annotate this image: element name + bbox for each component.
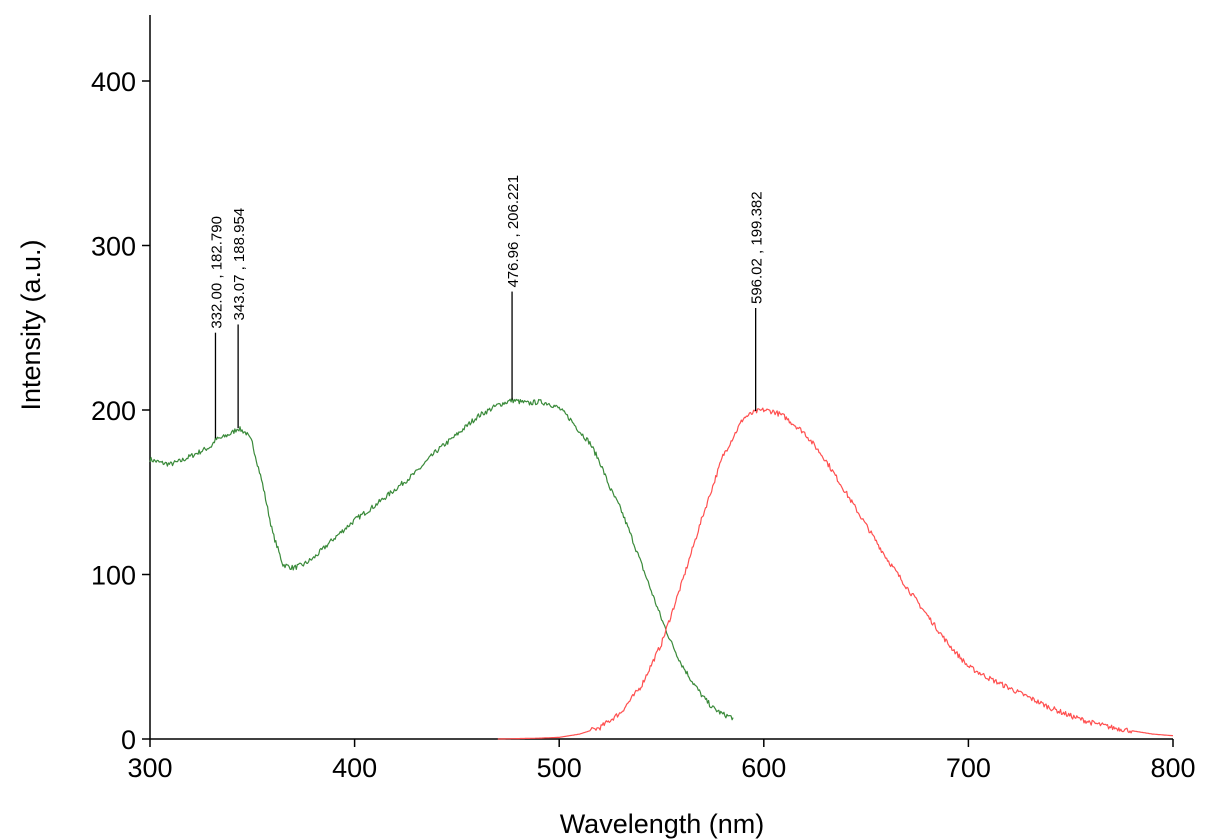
annotation-label: 476.96 , 206.221 [505, 175, 522, 288]
x-axis-title: Wavelength (nm) [560, 809, 765, 839]
y-tick-label: 200 [91, 396, 136, 426]
x-tick-label: 400 [332, 753, 377, 783]
x-tick-label: 600 [741, 753, 786, 783]
y-tick-label: 100 [91, 561, 136, 591]
series-layer [149, 397, 1174, 740]
annotation-label: 332.00 , 182.790 [208, 216, 225, 329]
y-tick-label: 0 [121, 725, 136, 755]
x-tick-label: 500 [537, 753, 582, 783]
y-tick-label: 300 [91, 232, 136, 262]
x-tick-label: 300 [127, 753, 172, 783]
annotation-label: 343.07 , 188.954 [231, 208, 248, 321]
annotation-layer: 332.00 , 182.790 343.07 , 188.954 476.96 ,… [208, 175, 766, 439]
x-tick-label: 800 [1150, 753, 1195, 783]
x-tick-label: 700 [946, 753, 991, 783]
series-line-2 [497, 407, 1174, 740]
y-axis-title: Intensity (a.u.) [16, 239, 46, 410]
series-line-1 [149, 397, 734, 721]
axes: 300 400 500 600 700 800 0 100 200 300 400 [91, 15, 1196, 783]
y-tick-label: 400 [91, 67, 136, 97]
annotation-label: 596.02 , 199.382 [749, 191, 766, 304]
